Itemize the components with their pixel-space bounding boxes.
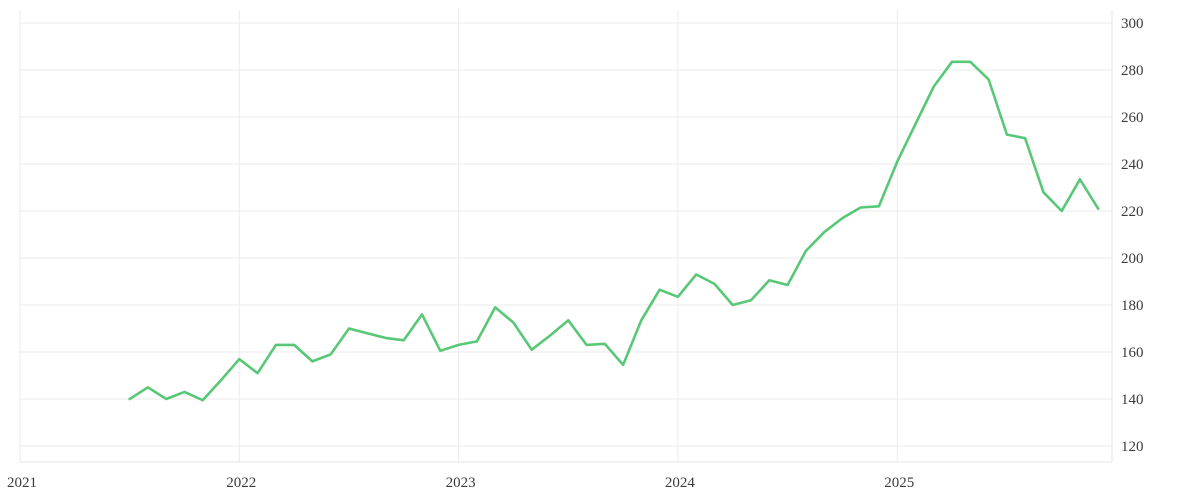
y-tick-label: 300 <box>1121 16 1144 32</box>
y-tick-label: 200 <box>1121 251 1144 267</box>
axis-labels: 120 140 160 180 200 220 240 260 280 300 2021 2022 20… <box>7 16 1144 491</box>
y-tick-label: 260 <box>1121 110 1144 126</box>
x-tick-label: 2024 <box>665 475 696 491</box>
y-tick-label: 140 <box>1121 392 1144 408</box>
y-tick-label: 160 <box>1121 345 1144 361</box>
y-tick-label: 120 <box>1121 439 1144 455</box>
x-tick-label: 2021 <box>7 475 37 491</box>
y-tick-label: 220 <box>1121 204 1144 220</box>
price-line <box>128 60 1100 402</box>
x-tick-label: 2025 <box>884 475 914 491</box>
y-tick-label: 280 <box>1121 63 1144 79</box>
y-tick-label: 180 <box>1121 298 1144 314</box>
y-tick-label: 240 <box>1121 157 1144 173</box>
gridlines <box>19 10 1113 463</box>
x-tick-label: 2023 <box>446 475 476 491</box>
x-tick-label: 2022 <box>226 475 256 491</box>
price-line-layer <box>128 60 1100 402</box>
